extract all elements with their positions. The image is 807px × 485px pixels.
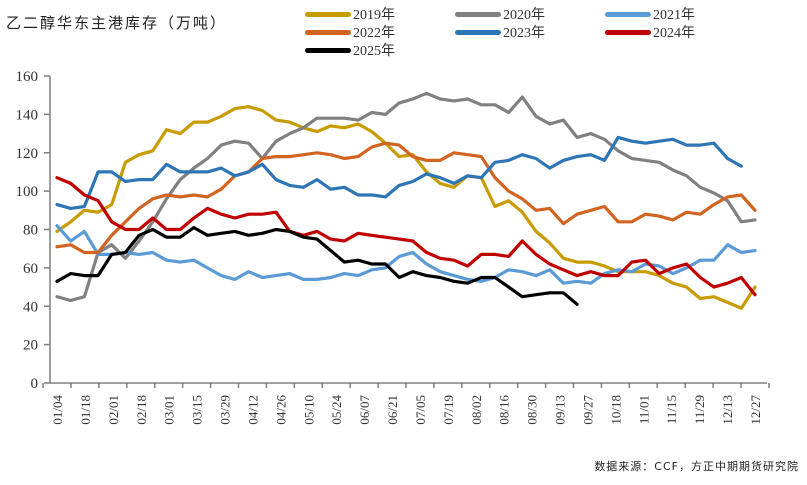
y-tick-label: 140 <box>16 107 39 123</box>
series-line-2024 <box>55 176 757 297</box>
x-tick-label: 02/18 <box>134 395 149 425</box>
y-tick-label: 160 <box>16 69 39 85</box>
x-tick-label: 03/01 <box>162 395 177 425</box>
x-tick-label: 07/19 <box>441 395 456 425</box>
x-tick-label: 09/27 <box>580 395 595 425</box>
x-tick-label: 04/26 <box>273 395 288 425</box>
x-axis: 01/04 01/18 02/01 02/18 03/01 03/15 03/29 04/12… <box>42 382 770 425</box>
data-source-note: 数据来源：CCF，方正中期期货研究院 <box>594 460 799 473</box>
series-lines <box>55 91 757 310</box>
series-line-2025 <box>55 226 579 306</box>
legend-swatch <box>605 11 651 17</box>
legend-label: 2020年 <box>503 8 545 23</box>
x-tick-label: 02/01 <box>106 395 121 425</box>
x-tick-label: 06/07 <box>357 395 372 425</box>
legend-item: 2023年 <box>455 24 545 41</box>
x-tick-label: 04/12 <box>245 395 260 425</box>
y-tick-label: 100 <box>16 184 39 200</box>
x-tick-label: 08/02 <box>469 395 484 425</box>
x-tick-label: 03/29 <box>218 395 233 425</box>
series-line-2022 <box>55 141 757 255</box>
legend-item: 2020年 <box>455 6 545 23</box>
y-tick-label: 0 <box>31 376 39 392</box>
x-tick-label: 01/04 <box>50 395 65 425</box>
y-tick-label: 80 <box>23 223 38 239</box>
legend-label: 2025年 <box>353 44 395 59</box>
x-tick-label: 01/18 <box>78 395 93 425</box>
legend-swatch <box>455 29 501 35</box>
legend-label: 2022年 <box>353 26 395 41</box>
chart-title: 乙二醇华东主港库存（万吨） <box>6 14 228 32</box>
x-tick-label: 12/27 <box>748 395 763 425</box>
legend-swatch <box>305 29 351 35</box>
series-line-2020 <box>55 91 757 303</box>
series-line-2019 <box>55 105 757 310</box>
x-tick-label: 07/05 <box>413 395 428 425</box>
legend-label: 2023年 <box>503 26 545 41</box>
series-line-2021 <box>55 224 757 285</box>
y-tick-label: 120 <box>16 146 39 162</box>
x-tick-label: 12/13 <box>720 395 735 425</box>
x-tick-label: 05/24 <box>329 395 344 425</box>
legend-swatch <box>605 29 651 35</box>
x-tick-label: 08/16 <box>497 395 512 425</box>
x-tick-label: 03/15 <box>190 395 205 425</box>
y-tick-label: 60 <box>23 261 38 277</box>
legend-item: 2022年 <box>305 24 395 41</box>
x-tick-label: 09/13 <box>553 395 568 425</box>
legend-swatch <box>305 11 351 17</box>
x-tick-label: 06/21 <box>385 395 400 425</box>
legend-swatch <box>305 47 351 53</box>
y-axis: 0 20 40 60 80 100 120 140 160 <box>16 69 51 392</box>
x-tick-label: 10/18 <box>608 395 623 425</box>
legend-label: 2024年 <box>653 26 695 41</box>
x-tick-label: 08/30 <box>525 395 540 425</box>
y-tick-label: 40 <box>23 299 38 315</box>
legend-item: 2021年 <box>605 6 695 23</box>
series-line-2023 <box>55 135 743 210</box>
x-tick-label: 05/10 <box>301 395 316 425</box>
legend-item: 2025年 <box>305 42 395 59</box>
x-tick-label: 11/15 <box>664 395 679 424</box>
legend-label: 2021年 <box>653 8 695 23</box>
legend-item: 2019年 <box>305 6 395 23</box>
y-tick-label: 20 <box>23 338 38 354</box>
legend-label: 2019年 <box>353 8 395 23</box>
legend-item: 2024年 <box>605 24 695 41</box>
x-tick-label: 11/29 <box>692 395 707 424</box>
legend-swatch <box>455 11 501 17</box>
x-tick-label: 11/01 <box>636 395 651 424</box>
